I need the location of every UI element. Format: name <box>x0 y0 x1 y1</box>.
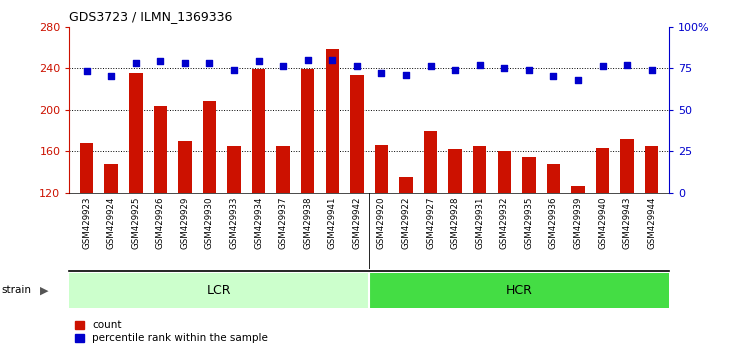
Point <box>130 60 142 66</box>
Bar <box>105 164 118 318</box>
Text: GSM429930: GSM429930 <box>205 197 214 249</box>
Text: HCR: HCR <box>506 284 532 297</box>
Point <box>400 72 412 78</box>
Bar <box>178 141 192 318</box>
Point <box>204 60 216 66</box>
Point <box>596 64 608 69</box>
Text: GSM429925: GSM429925 <box>132 197 140 249</box>
Bar <box>596 148 610 318</box>
Bar <box>252 69 265 318</box>
Bar <box>276 146 290 318</box>
Text: GSM429939: GSM429939 <box>573 197 583 249</box>
Bar <box>325 50 339 318</box>
Bar <box>473 146 486 318</box>
Point <box>523 67 534 73</box>
Bar <box>69 273 369 308</box>
Point <box>179 60 191 66</box>
Point <box>474 62 485 68</box>
Text: GSM429923: GSM429923 <box>82 197 91 249</box>
Bar <box>350 75 363 318</box>
Point <box>621 62 633 68</box>
Bar <box>645 146 659 318</box>
Text: GSM429933: GSM429933 <box>230 197 238 249</box>
Point <box>302 57 314 63</box>
Point <box>228 67 240 73</box>
Text: LCR: LCR <box>207 284 232 297</box>
Point <box>450 67 461 73</box>
Point <box>105 74 117 79</box>
Text: GSM429942: GSM429942 <box>352 197 361 249</box>
Point <box>81 69 93 74</box>
Point <box>154 59 166 64</box>
Point <box>499 65 510 71</box>
Text: GSM429920: GSM429920 <box>377 197 386 249</box>
Bar <box>522 156 536 318</box>
Bar <box>547 164 560 318</box>
Point <box>425 64 436 69</box>
Text: GSM429936: GSM429936 <box>549 197 558 249</box>
Text: GSM429943: GSM429943 <box>623 197 632 249</box>
Text: GDS3723 / ILMN_1369336: GDS3723 / ILMN_1369336 <box>69 10 232 23</box>
Bar <box>448 149 462 318</box>
Text: GSM429937: GSM429937 <box>279 197 288 249</box>
Bar <box>571 185 585 318</box>
Bar <box>498 152 511 318</box>
Text: strain: strain <box>1 285 31 295</box>
Text: GSM429944: GSM429944 <box>647 197 656 249</box>
Bar <box>227 146 240 318</box>
Bar <box>301 69 314 318</box>
Text: GSM429935: GSM429935 <box>524 197 534 249</box>
Point <box>277 64 289 69</box>
Text: GSM429927: GSM429927 <box>426 197 435 249</box>
Text: GSM429940: GSM429940 <box>598 197 607 249</box>
Point <box>548 74 559 79</box>
Point <box>351 64 363 69</box>
Point <box>253 59 265 64</box>
Bar <box>129 73 143 318</box>
Text: GSM429922: GSM429922 <box>401 197 411 249</box>
Point <box>645 67 657 73</box>
Bar <box>202 101 216 318</box>
Bar <box>375 145 388 318</box>
Bar <box>80 143 94 318</box>
Point <box>572 77 584 82</box>
Point <box>327 57 338 63</box>
Bar <box>399 177 413 318</box>
Text: GSM429932: GSM429932 <box>500 197 509 249</box>
Text: GSM429931: GSM429931 <box>475 197 484 249</box>
Text: GSM429926: GSM429926 <box>156 197 165 249</box>
Text: GSM429941: GSM429941 <box>327 197 337 249</box>
Text: GSM429934: GSM429934 <box>254 197 263 249</box>
Bar <box>154 105 167 318</box>
Legend: count, percentile rank within the sample: count, percentile rank within the sample <box>75 320 268 343</box>
Bar <box>621 139 634 318</box>
Point <box>376 70 387 76</box>
Text: GSM429924: GSM429924 <box>107 197 115 249</box>
Bar <box>424 131 437 318</box>
Text: ▶: ▶ <box>39 285 48 295</box>
Text: GSM429929: GSM429929 <box>181 197 189 249</box>
Text: GSM429928: GSM429928 <box>450 197 460 249</box>
Bar <box>369 273 669 308</box>
Text: GSM429938: GSM429938 <box>303 197 312 249</box>
